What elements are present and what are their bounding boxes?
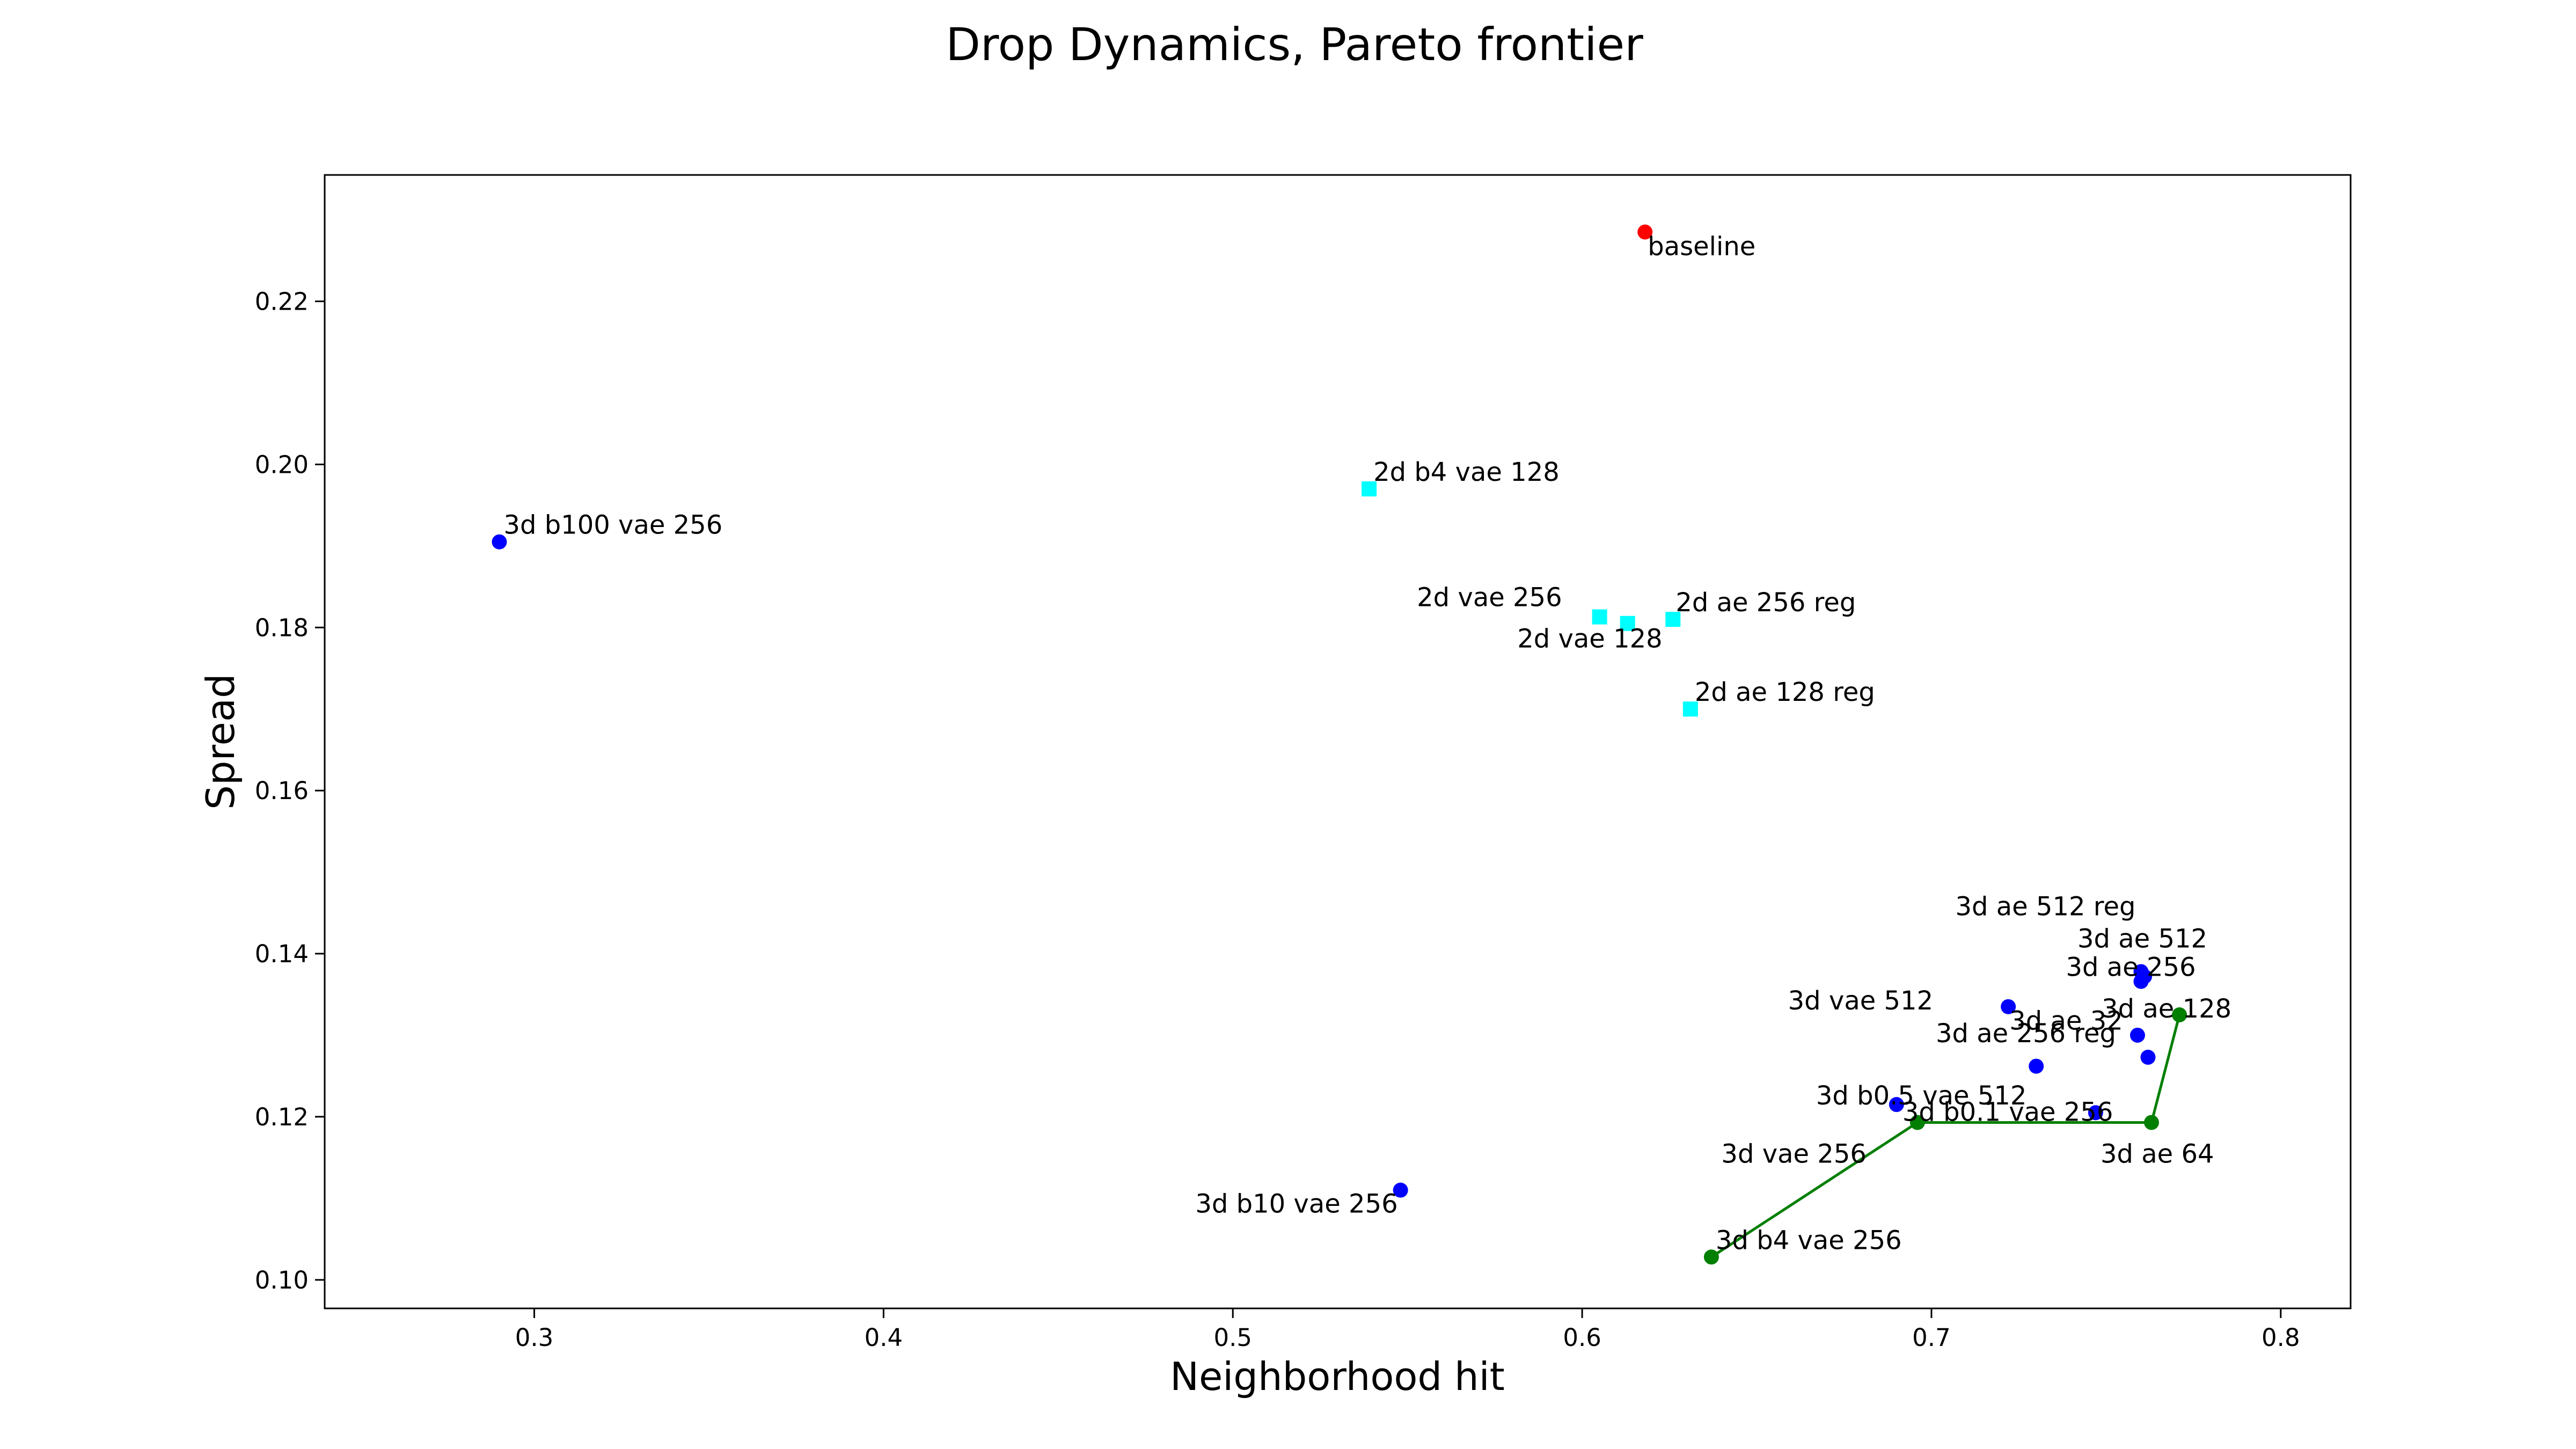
2d-point bbox=[1620, 616, 1635, 631]
point-label: 3d ae 512 bbox=[2077, 924, 2207, 954]
point-label: 2d b4 vae 128 bbox=[1373, 457, 1560, 487]
point-label: 3d vae 512 bbox=[1788, 986, 1934, 1016]
y-tick-label: 0.16 bbox=[255, 777, 309, 805]
3d-point bbox=[1889, 1097, 1904, 1113]
3d-point bbox=[2129, 1027, 2145, 1043]
point-label: 3d ae 128 bbox=[2102, 994, 2231, 1024]
3d-point bbox=[1393, 1182, 1408, 1198]
plot-frame bbox=[324, 174, 2352, 1309]
labels-layer: baseline 2d b4 vae 128 2d vae 256 2d vae 12… bbox=[503, 231, 2231, 1255]
point-label: 3d ae 256 bbox=[2066, 953, 2196, 983]
x-axis: 0.3 0.4 0.5 0.6 0.7 0.8 bbox=[515, 1308, 2300, 1352]
x-tick-label: 0.4 bbox=[865, 1323, 903, 1352]
3d-point bbox=[2029, 1058, 2044, 1074]
3d-point bbox=[2088, 1105, 2103, 1121]
chart-title: Drop Dynamics, Pareto frontier bbox=[946, 18, 1643, 71]
pareto-frontier-line bbox=[1710, 1014, 2181, 1258]
point-label: 3d ae 512 reg bbox=[1955, 891, 2135, 921]
y-axis-title: Spread bbox=[198, 674, 243, 810]
point-label: 3d b0.5 vae 512 bbox=[1816, 1081, 2027, 1111]
y-tick-label: 0.20 bbox=[255, 450, 309, 479]
point-label: 3d b10 vae 256 bbox=[1195, 1189, 1397, 1219]
y-tick-label: 0.22 bbox=[255, 288, 309, 316]
frontier-point bbox=[2172, 1007, 2187, 1023]
point-label: 3d vae 256 bbox=[1721, 1139, 1867, 1169]
y-tick-label: 0.12 bbox=[255, 1103, 309, 1131]
point-label: 2d ae 256 reg bbox=[1675, 588, 1856, 618]
3d-point bbox=[2133, 974, 2149, 989]
frontier-point bbox=[1909, 1115, 1925, 1130]
point-label: 3d ae 32 bbox=[2009, 1006, 2123, 1036]
x-tick-label: 0.5 bbox=[1213, 1323, 1252, 1352]
point-label: 2d vae 256 bbox=[1417, 583, 1562, 613]
point-label: 3d ae 256 reg bbox=[1936, 1019, 2116, 1049]
point-label: 3d b4 vae 256 bbox=[1716, 1225, 1902, 1255]
point-label: 3d b0.1 vae 256 bbox=[1902, 1097, 2113, 1127]
2d-point bbox=[1592, 609, 1607, 625]
2d-point bbox=[1682, 701, 1698, 717]
y-tick-label: 0.10 bbox=[255, 1266, 309, 1294]
points-layer bbox=[492, 224, 2187, 1265]
frontier-point bbox=[1703, 1249, 1719, 1265]
point-label: 3d b100 vae 256 bbox=[503, 510, 722, 540]
frontier-point bbox=[2144, 1115, 2160, 1130]
x-tick-label: 0.8 bbox=[2262, 1323, 2300, 1352]
y-tick-label: 0.18 bbox=[255, 613, 309, 642]
frontier-line-layer bbox=[1710, 1014, 2181, 1258]
3d-point bbox=[2001, 999, 2016, 1014]
point-label: baseline bbox=[1648, 231, 1755, 261]
y-tick-label: 0.14 bbox=[255, 940, 309, 968]
2d-point bbox=[1362, 481, 1377, 496]
x-tick-label: 0.3 bbox=[515, 1323, 554, 1352]
x-axis-title: Neighborhood hit bbox=[1170, 1354, 1505, 1399]
x-tick-label: 0.7 bbox=[1912, 1323, 1951, 1352]
x-tick-label: 0.6 bbox=[1563, 1323, 1601, 1352]
baseline-point bbox=[1637, 224, 1653, 240]
point-label: 2d vae 128 bbox=[1517, 624, 1663, 654]
y-axis: 0.10 0.12 0.14 0.16 0.18 0.20 0.22 bbox=[255, 288, 325, 1294]
point-label: 3d ae 64 bbox=[2101, 1139, 2214, 1169]
3d-point bbox=[492, 534, 507, 550]
2d-point bbox=[1665, 612, 1681, 627]
point-label: 2d ae 128 reg bbox=[1695, 677, 1875, 707]
3d-point bbox=[2140, 1050, 2156, 1065]
